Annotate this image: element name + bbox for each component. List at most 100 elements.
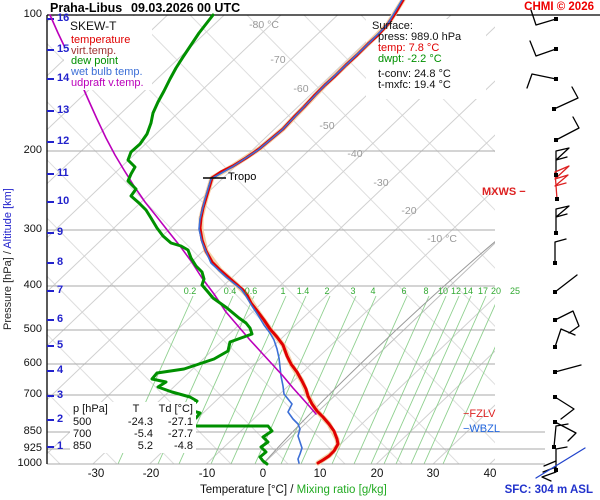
temperature-tick-label: -10 — [198, 468, 216, 480]
levels-table: p [hPa] T Td [°C] 500 -24.3 -27.1 700 -5.4 -27.7… — [70, 402, 196, 453]
legend-item: udpraft v.temp. — [71, 76, 144, 89]
temperature-tick-label: 0 — [259, 468, 267, 480]
surface-info-box: Surface: press: 989.0 hPa temp: 7.8 °C dwpt… — [372, 21, 461, 91]
table-header-cell: Td [°C] — [158, 403, 193, 415]
table-cell: 5.2 — [137, 440, 153, 452]
altitude-tick-label: 12 — [57, 135, 70, 147]
sounding-curves — [49, 0, 406, 466]
altitude-tick-label: 8 — [57, 256, 64, 268]
legend-title: SKEW-T — [70, 19, 117, 33]
isotherm-label: -30 — [373, 177, 389, 189]
legend-item: temperature — [71, 34, 131, 46]
mixing-ratio-label: 6 — [401, 286, 407, 296]
altitude-tick-label: 13 — [57, 104, 70, 116]
isotherm-label: -80 °C — [249, 19, 279, 31]
surface-box-title: Surface: — [372, 20, 413, 32]
isotherm-label: -60 — [293, 83, 309, 95]
axis-title-part: / — [2, 248, 14, 258]
pressure-tick-label: 200 — [23, 144, 42, 156]
legend-item: virt.temp. — [71, 44, 117, 57]
pressure-tick-label: 850 — [23, 425, 42, 437]
station-title: Praha-Libus — [50, 1, 123, 15]
altitude-tick-label: 3 — [57, 389, 64, 401]
table-cell: -27.1 — [167, 416, 193, 428]
surface-box-line: t-mxfc: 19.4 °C — [378, 79, 451, 91]
temperature-tick-label: -30 — [87, 468, 105, 480]
axis-title-part: Pressure [hPa] — [2, 257, 14, 330]
legend-item: dew point — [71, 55, 119, 68]
table-header-row: p [hPa] T Td [°C] — [73, 403, 193, 415]
isotherm-label: -40 — [347, 148, 363, 160]
temperature-tick-label: 40 — [483, 468, 497, 480]
axis-title-part: Mixing ratio [g/kg] — [296, 484, 387, 496]
mixing-ratio-label: 10 — [437, 286, 448, 296]
surface-box-line: dwpt: -2.2 °C — [378, 53, 442, 65]
pressure-tick-label: 400 — [23, 279, 42, 291]
mixing-ratio-label: 8 — [423, 286, 429, 296]
temperature-tick-label: -20 — [142, 468, 160, 480]
axis-title-part: Temperature [°C] / — [200, 484, 297, 496]
pressure-tick-label: 500 — [23, 323, 42, 335]
table-cell: -4.8 — [174, 440, 193, 452]
pressure-tick-label: 700 — [23, 388, 42, 400]
station-elevation-label: SFC: 304 m ASL — [504, 484, 593, 496]
altitude-tick-label: 14 — [57, 72, 70, 84]
isotherm-label: -70 — [270, 54, 286, 66]
max-wind-label: MXWS − — [482, 186, 526, 198]
altitude-tick-label: 16 — [57, 12, 70, 24]
temperature-tick-label: 30 — [426, 468, 440, 480]
mixing-ratio-label: 2 — [324, 286, 330, 296]
altitude-tick-label: 4 — [57, 364, 64, 376]
mixing-ratio-label: 25 — [509, 286, 520, 296]
pressure-tick-label: 925 — [23, 442, 42, 454]
copyright-label: CHMI © 2026 — [524, 1, 594, 13]
pressure-tick-label: 100 — [23, 8, 42, 20]
mixing-ratio-label: 17 — [477, 286, 488, 296]
mixing-ratio-label: 1 — [280, 286, 286, 296]
table-cell: -27.7 — [167, 428, 193, 440]
altitude-tick-label: 1 — [57, 440, 64, 452]
altitude-tick-label: 6 — [57, 313, 64, 325]
mixing-ratio-label: 0.4 — [223, 286, 237, 296]
isotherm-label: -50 — [319, 120, 335, 132]
mixing-ratio-label: 4 — [370, 286, 376, 296]
mixing-ratio-label: 3 — [350, 286, 356, 296]
axis-title-part: Altitude [km] — [2, 188, 14, 249]
pressure-tick-label: 1000 — [17, 457, 42, 469]
mixing-ratio-label: 1.4 — [296, 286, 310, 296]
pressure-tick-label: 600 — [23, 357, 42, 369]
altitude-tick-label: 11 — [57, 167, 69, 179]
legend-box — [64, 16, 152, 90]
mixing-ratio-label: 0.6 — [244, 286, 258, 296]
mixing-ratio-label: 12 — [450, 286, 461, 296]
table-row: 850 5.2 -4.8 — [73, 440, 193, 452]
table-header-cell: p [hPa] — [73, 403, 108, 415]
altitude-tick-label: 9 — [57, 226, 64, 238]
surface-box-bg — [366, 19, 486, 99]
altitude-tick-label: 2 — [57, 413, 64, 425]
table-row: 700 -5.4 -27.7 — [73, 428, 193, 440]
legend-item: wet bulb temp. — [71, 66, 143, 79]
mixing-ratio-label: 14 — [462, 286, 473, 296]
altitude-tick-label: 5 — [57, 339, 64, 351]
temperature-tick-label: 20 — [370, 468, 384, 480]
table-cell: 700 — [73, 428, 92, 440]
table-cell: -5.4 — [134, 428, 153, 440]
freezing-level-label: −FZLV — [463, 408, 496, 420]
wet-bulb-zero-label: −WBZL — [463, 423, 500, 435]
legend-items: temperature virt.temp. dew point wet bulb t… — [71, 35, 144, 88]
wind-barbs — [526, 9, 586, 482]
mixing-ratio-label: 0.2 — [183, 286, 197, 296]
temperature-tick-label: 10 — [313, 468, 327, 480]
temperature-axis-title: Temperature [°C] / Mixing ratio [g/kg] — [200, 484, 387, 496]
surface-box-line: temp: 7.8 °C — [378, 42, 440, 54]
altitude-tick-label: 15 — [57, 43, 70, 55]
table-cell: -24.3 — [127, 416, 153, 428]
altitude-tick-label: 10 — [57, 195, 70, 207]
altitude-tick-label: 7 — [57, 284, 64, 296]
pressure-tick-label: 300 — [23, 223, 42, 235]
isotherm-label: -20 — [401, 205, 417, 217]
table-header-cell: T — [132, 403, 140, 415]
